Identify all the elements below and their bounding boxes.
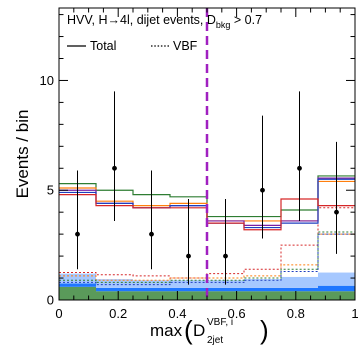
x-label-paren-left: ( (184, 315, 193, 345)
legend-label-vbf: VBF (173, 39, 198, 53)
data-point-7 (334, 209, 339, 215)
fill-bar-2-5 (244, 279, 281, 288)
data-point-1 (112, 165, 117, 171)
data-point-5 (260, 187, 265, 193)
dotted-series-2 (59, 231, 355, 283)
x-label-superscript: VBF, i (207, 317, 233, 328)
fill-bar-0-6 (281, 291, 318, 300)
fill-bar-2-0 (59, 273, 96, 284)
fill-bar-2-6 (281, 276, 318, 288)
y-axis-label: Events / bin (13, 110, 32, 199)
fill-bar-1-0 (59, 283, 96, 287)
fill-bar-1-4 (207, 287, 244, 292)
fill-bar-1-1 (96, 287, 133, 292)
x-tick-label-1: 0.2 (109, 306, 127, 321)
stacked-fills (59, 272, 355, 300)
x-tick-label-3: 0.6 (228, 306, 246, 321)
annotation-tail: > 0.7 (230, 13, 262, 27)
x-label-symbol: D (193, 321, 205, 340)
data-point-4 (223, 253, 228, 259)
x-axis-label: max (150, 321, 183, 340)
y-tick-label-1: 5 (47, 183, 54, 198)
dotted-series-3 (59, 233, 355, 286)
annotation-sub: bkg (216, 20, 231, 30)
x-tick-label-2: 0.4 (168, 306, 186, 321)
data-point-2 (149, 231, 154, 237)
fill-bar-0-3 (170, 291, 207, 300)
y-tick-label-2: 10 (40, 73, 54, 88)
fill-bar-0-5 (244, 291, 281, 300)
annotation-text: HVV, H→4l, dijet events, Dbkg > 0.7 (67, 13, 262, 30)
fill-bar-0-4 (207, 291, 244, 300)
dotted-series-0 (59, 207, 355, 279)
fill-bar-1-2 (133, 287, 170, 292)
x-label-subscript: 2jet (207, 335, 223, 346)
annotation-main: HVV, H→4l, dijet events, D (67, 13, 216, 27)
data-points (75, 91, 339, 285)
fill-bar-1-6 (281, 287, 318, 292)
data-point-6 (297, 165, 302, 171)
data-point-0 (75, 231, 80, 237)
data-point-3 (186, 253, 191, 259)
fill-bar-2-2 (133, 280, 170, 288)
legend-label-total: Total (90, 39, 116, 53)
fill-bar-0-0 (59, 286, 96, 300)
x-label-prefix: max (150, 321, 183, 340)
fill-bar-1-3 (170, 287, 207, 292)
fill-bar-2-7 (318, 272, 355, 286)
fill-bar-0-2 (133, 291, 170, 300)
y-tick-label-0: 0 (47, 293, 54, 308)
fill-bar-1-7 (318, 285, 355, 292)
fill-bar-2-1 (96, 279, 133, 288)
fill-bar-0-7 (318, 291, 355, 300)
x-tick-label-0: 0 (55, 306, 62, 321)
fill-bar-0-1 (96, 291, 133, 300)
x-tick-label-4: 0.8 (287, 306, 305, 321)
x-label-paren-right: ) (260, 315, 269, 345)
fill-bar-1-5 (244, 287, 281, 292)
x-tick-label-5: 1 (351, 306, 358, 321)
